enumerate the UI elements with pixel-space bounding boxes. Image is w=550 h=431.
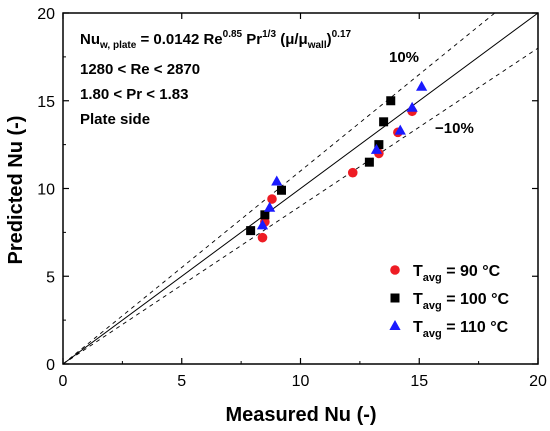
reference-line-parity	[63, 13, 538, 364]
data-point-series-3	[264, 201, 276, 212]
legend: Tavg = 90 °C Tavg = 100 °C Tavg = 110 °C	[389, 263, 510, 340]
data-point-series-1	[347, 167, 358, 178]
x-tick-label: 15	[410, 373, 428, 390]
data-points	[246, 80, 428, 243]
data-point-series-2	[260, 210, 270, 220]
plus-band-label: 10%	[389, 49, 419, 66]
y-axis-title: Predicted Nu (-)	[5, 116, 27, 265]
pr-range-annotation: 1.80 < Pr < 1.83	[80, 86, 188, 103]
data-point-series-3	[394, 124, 406, 135]
data-point-series-2	[364, 157, 374, 167]
legend-label-series-1: Tavg = 90 °C	[413, 263, 501, 284]
data-point-series-3	[406, 101, 418, 112]
data-point-series-2	[374, 140, 384, 150]
re-range-annotation: 1280 < Re < 2870	[80, 61, 200, 78]
legend-marker-series-3	[389, 320, 401, 330]
equation-annotation: Nuw, plate = 0.0142 Re0.85 Pr1/3 (μ/μwal…	[80, 29, 352, 51]
y-tick-label: 5	[46, 269, 55, 286]
x-tick-label: 20	[529, 373, 547, 390]
y-tick-label: 10	[37, 182, 55, 199]
legend-label-series-3: Tavg = 110 °C	[413, 319, 509, 340]
data-point-series-3	[416, 80, 428, 91]
legend-label-series-2: Tavg = 100 °C	[413, 291, 510, 312]
x-axis-title: Measured Nu (-)	[225, 404, 376, 426]
minus-band-label: −10%	[435, 120, 474, 137]
reference-lines	[63, 13, 538, 364]
data-point-series-2	[379, 117, 389, 127]
data-point-series-3	[271, 175, 283, 186]
data-point-series-2	[246, 226, 256, 236]
data-point-series-2	[386, 96, 396, 106]
data-point-series-1	[267, 194, 277, 204]
x-tick-label: 10	[292, 373, 310, 390]
y-tick-label: 0	[46, 357, 55, 374]
data-point-series-3	[370, 143, 383, 154]
x-tick-label: 5	[177, 373, 186, 390]
data-point-series-2	[277, 185, 286, 195]
legend-marker-series-1	[390, 265, 400, 275]
reference-line-plus-10	[63, 13, 496, 364]
reference-line-minus-10	[63, 47, 538, 364]
side-annotation: Plate side	[80, 111, 150, 128]
data-point-series-3	[256, 219, 269, 230]
y-tick-label: 20	[37, 6, 55, 23]
axis-ticks: 0 5 10 15 20 0 5 10 15 20	[37, 6, 547, 390]
y-tick-label: 15	[37, 94, 55, 111]
legend-marker-series-2	[390, 293, 400, 303]
data-point-series-1	[257, 232, 268, 243]
x-tick-label: 0	[59, 373, 68, 390]
